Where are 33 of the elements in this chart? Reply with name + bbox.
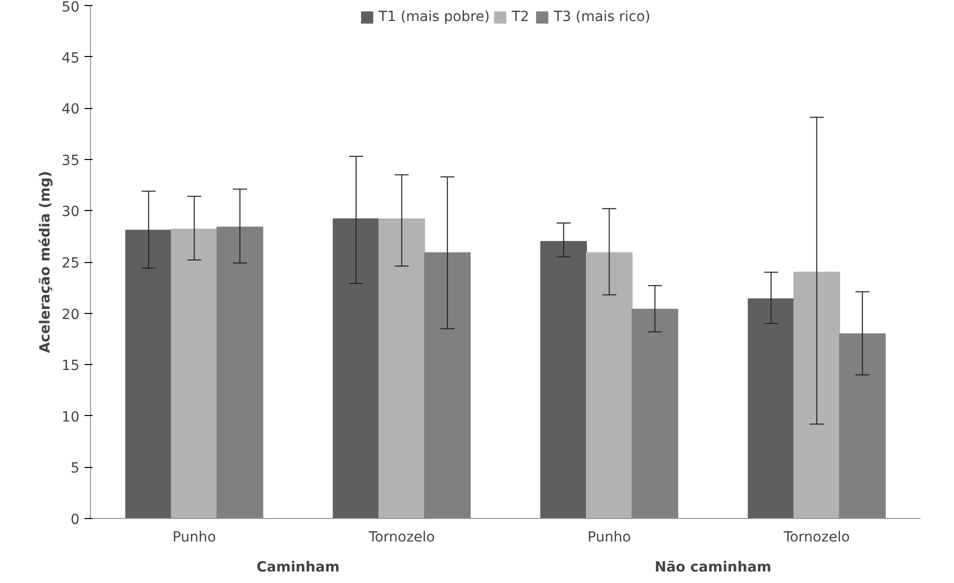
y-tick-label: 0 xyxy=(70,512,80,528)
y-tick-label: 50 xyxy=(62,0,80,16)
x-tick-label: Punho xyxy=(588,530,631,546)
y-tick-label: 15 xyxy=(62,358,80,374)
bar xyxy=(839,333,886,518)
y-tick-label: 5 xyxy=(70,460,80,477)
x-tick-label: Tornozelo xyxy=(782,530,850,546)
y-tick-label: 10 xyxy=(62,409,80,426)
bar xyxy=(632,308,678,518)
y-tick-label: 20 xyxy=(62,306,80,323)
bar xyxy=(586,252,633,518)
text: Não caminham xyxy=(654,560,772,576)
bar xyxy=(748,298,794,518)
y-tick-label: 40 xyxy=(62,102,80,118)
y-axis-title: Aceleração média (mg) xyxy=(38,170,54,354)
text: Caminham xyxy=(256,560,340,576)
y-tick-label: 45 xyxy=(62,50,80,66)
legend-label: T3 (mais rico) xyxy=(554,9,650,25)
legend-label: T1 (mais pobre) xyxy=(378,9,490,25)
y-tick-label: 35 xyxy=(62,152,80,169)
x-tick-label: Tornozelo xyxy=(368,530,435,546)
bar xyxy=(125,230,172,518)
bar xyxy=(378,218,426,518)
bar xyxy=(540,240,587,518)
x-tick-label: Punho xyxy=(172,530,216,546)
bar xyxy=(793,272,840,518)
y-tick-label: 30 xyxy=(62,204,80,220)
bar xyxy=(332,218,380,518)
bar xyxy=(170,228,218,518)
legend-label: T2 xyxy=(512,9,530,25)
bar xyxy=(424,252,471,518)
bar xyxy=(216,226,264,518)
y-tick-label: 25 xyxy=(62,256,80,272)
